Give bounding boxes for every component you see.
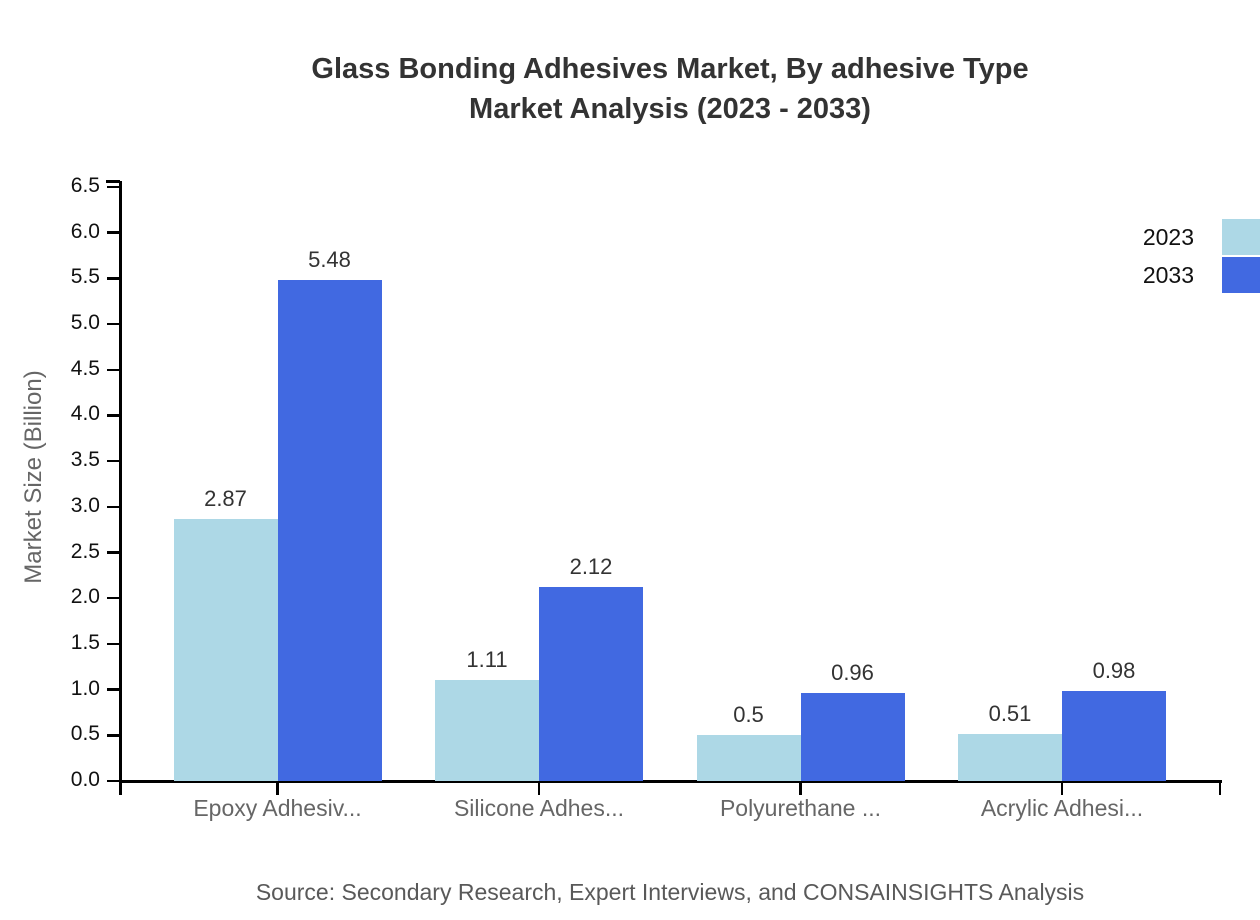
y-tick	[107, 414, 120, 417]
y-tick-label: 2.5	[70, 539, 100, 563]
legend-item-2023: 2023	[1143, 219, 1260, 255]
y-tick-label: 3.0	[70, 493, 100, 517]
x-axis-line	[118, 779, 1222, 783]
y-tick	[107, 734, 120, 737]
x-category-label: Polyurethane ...	[719, 795, 882, 821]
y-tick	[107, 322, 120, 326]
bar-2033	[277, 280, 382, 781]
chart-title-line1: Glass Bonding Adhesives Market, By adhes…	[311, 53, 1029, 85]
y-axis-line	[118, 181, 122, 795]
x-category-label: Silicone Adhes...	[453, 795, 625, 821]
bar-value-label: 0.98	[1092, 658, 1136, 684]
legend-swatch	[1222, 219, 1260, 255]
x-tick	[1060, 781, 1064, 795]
legend-label: 2023	[1142, 223, 1194, 250]
y-tick	[107, 231, 120, 234]
x-tick	[537, 781, 541, 795]
bar-2033	[800, 693, 905, 781]
y-tick	[107, 596, 120, 600]
legend-label: 2033	[1142, 261, 1194, 288]
y-tick	[107, 277, 120, 280]
y-tick-label: 4.5	[70, 356, 100, 380]
bar-2033	[539, 587, 643, 781]
bar-value-label: 0.96	[831, 660, 874, 686]
bar-2023	[696, 735, 801, 781]
bar-2023	[958, 734, 1062, 781]
y-tick	[107, 551, 120, 554]
legend-item-2033: 2033	[1143, 257, 1260, 293]
bar-2033	[1062, 691, 1166, 781]
x-category-label: Epoxy Adhesiv...	[193, 795, 362, 821]
x-tick	[276, 781, 279, 795]
y-tick-label: 1.0	[70, 676, 100, 700]
y-tick	[107, 779, 120, 783]
bar-value-label: 0.51	[988, 701, 1032, 727]
y-tick	[107, 688, 120, 691]
y-tick	[107, 459, 120, 463]
y-tick-label: 4.0	[70, 402, 100, 426]
y-tick-label: 0.0	[70, 768, 100, 791]
y-tick-label: 6.5	[70, 174, 100, 197]
chart-title: Glass Bonding Adhesives Market, By adhes…	[80, 49, 1260, 129]
x-category-label: Acrylic Adhesi...	[980, 795, 1144, 821]
x-tick	[799, 781, 802, 795]
y-tick-label: 6.0	[70, 219, 100, 243]
chart-title-line2: Market Analysis (2023 - 2033)	[469, 93, 871, 125]
y-tick-label: 0.5	[70, 722, 100, 746]
bar-2023	[173, 518, 278, 781]
y-tick-label: 5.0	[70, 311, 100, 335]
y-tick	[107, 642, 120, 646]
y-tick-label: 5.5	[70, 265, 100, 289]
bar-value-label: 2.12	[569, 554, 613, 580]
y-tick	[107, 368, 120, 372]
legend: 2023 2033	[1143, 219, 1260, 295]
y-axis-top-cap	[106, 180, 120, 183]
bar-2023	[435, 679, 539, 781]
bar-value-label: 5.48	[308, 247, 351, 273]
legend-swatch	[1222, 257, 1260, 293]
y-tick-label: 1.5	[70, 630, 100, 654]
bar-value-label: 0.5	[733, 702, 764, 728]
source-line: Source: Secondary Research, Expert Inter…	[255, 879, 1085, 905]
x-axis-end-tick	[1218, 781, 1221, 795]
y-tick	[107, 185, 120, 189]
bar-value-label: 2.87	[204, 485, 247, 511]
y-tick	[107, 505, 120, 509]
y-tick-label: 3.5	[70, 448, 100, 472]
bar-value-label: 1.11	[466, 646, 508, 672]
y-tick-label: 2.0	[70, 585, 100, 609]
